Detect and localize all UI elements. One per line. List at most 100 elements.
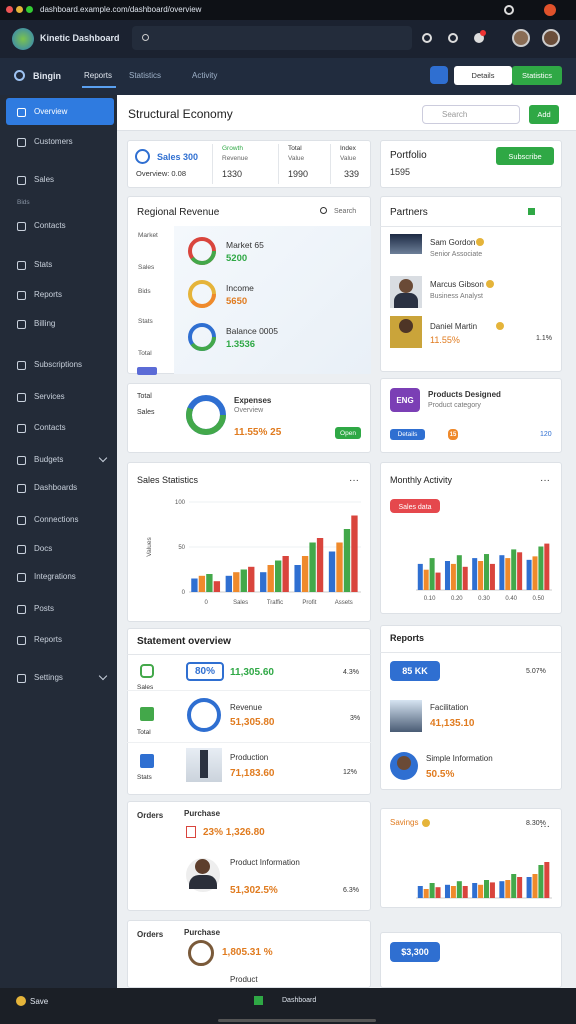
nav-icon-button[interactable] [430,66,448,84]
avatar [188,940,214,966]
page-search[interactable] [422,105,520,124]
sidebar-item[interactable]: Stats [34,260,53,269]
ring [188,280,216,308]
sidebar-item[interactable]: Sales [34,175,55,184]
sidebar-item[interactable]: Budgets [34,455,64,464]
bar [472,558,478,590]
open-button[interactable]: Open [335,427,361,439]
bar [532,556,538,590]
orders-name: Product [230,975,258,984]
window-dot[interactable] [26,6,33,13]
bar [225,575,232,592]
side-label: Sales [137,684,154,691]
chart-badge: Sales data [398,504,431,511]
taskbar-icon[interactable] [254,996,263,1005]
sidebar-item[interactable]: Reports [34,635,63,644]
orders-title: Purchase [184,928,221,937]
avatar-face [195,859,210,874]
stat-value: 1990 [288,169,309,179]
chart-title: Sales Statistics [137,475,199,485]
taskbar-icon[interactable] [16,996,26,1006]
y-tick-label: 100 [175,500,186,506]
search-box[interactable] [132,26,412,50]
subscribe-button[interactable]: Subscribe [496,147,554,165]
sidebar-item[interactable]: Contacts [34,423,66,432]
add-button[interactable]: Add [529,105,559,124]
row-value: 50.5% [426,769,455,780]
savings-title: Savings [390,818,419,827]
more[interactable]: ··· [349,475,359,486]
sidebar-item[interactable]: Reports [34,290,63,299]
nav-brand[interactable]: Bingin [33,71,61,81]
sidebar-item[interactable]: Posts [34,604,55,613]
sidebar-icon [17,108,26,117]
footer-left[interactable]: Save [30,997,49,1006]
nav-tab[interactable]: Activity [192,71,218,80]
sidebar-item[interactable]: Subscriptions [34,360,83,369]
bar [260,572,267,592]
avatar[interactable] [512,29,530,47]
sidebar-item[interactable]: Integrations [34,572,76,581]
donut-ring [186,395,226,435]
sidebar-item[interactable]: Bids [17,199,30,206]
ring-icon [187,698,221,732]
bar [282,556,289,592]
chart-card [380,462,562,614]
row-name: Market 65 [226,240,264,250]
count-badge: 15 [448,429,458,440]
avatar[interactable] [542,29,560,47]
url[interactable]: dashboard.example.com/dashboard/overview [40,5,202,14]
bar [538,546,544,590]
browser-icon[interactable] [544,4,556,16]
side-label: Stats [137,774,152,781]
total-pill: $3,300 [390,942,440,962]
donut [188,280,216,308]
chart-title: Monthly Activity [390,475,453,485]
header-icon[interactable] [474,33,484,43]
bar [484,554,490,590]
nav-tab[interactable]: Statistics [129,71,162,80]
tab-indicator [82,86,116,88]
divider [380,226,562,227]
window-dot[interactable] [16,6,23,13]
footer-center[interactable]: Dashboard [282,997,317,1004]
bar [417,886,423,898]
bar [417,563,423,590]
window-dot[interactable] [6,6,13,13]
details-pill[interactable]: Details [390,429,425,440]
sidebar-item[interactable]: Services [34,392,65,401]
logo[interactable] [12,28,34,50]
sidebar-item[interactable]: Contacts [34,221,66,230]
sidebar-icon [17,484,26,493]
sidebar-item[interactable]: Billing [34,319,56,328]
app-title: Kinetic Dashboard [40,33,120,43]
sidebar-item[interactable]: Customers [34,137,73,146]
header-icon[interactable] [422,33,432,43]
divider [380,652,562,653]
more[interactable]: ··· [540,821,550,832]
bar [206,574,213,592]
stat-label: Growth [222,145,243,152]
row-pct: 4.3% [343,669,359,676]
row-name: Income [226,283,254,293]
divider [278,144,279,184]
side-label: Sales [138,264,155,271]
status-dot [486,280,494,288]
search-icon[interactable] [320,207,327,214]
more[interactable]: ··· [540,475,550,486]
sidebar-item[interactable]: Settings [34,673,63,682]
products-badge: ENG [390,388,420,412]
details-button[interactable]: Details [454,66,512,85]
statement-card [127,628,371,795]
nav-tab[interactable]: Reports [84,71,113,80]
sidebar-item[interactable]: Connections [34,515,79,524]
sidebar-item[interactable]: Overview [34,107,68,116]
browser-icon[interactable] [504,5,514,15]
expenses-value: 11.55% 25 [234,427,282,438]
statistics-button[interactable]: Statistics [512,66,562,85]
row-name: Production [230,753,269,762]
header-icon[interactable] [448,33,458,43]
sidebar-item[interactable]: Docs [34,544,53,553]
sidebar-item[interactable]: Dashboards [34,483,78,492]
bar [511,874,517,898]
